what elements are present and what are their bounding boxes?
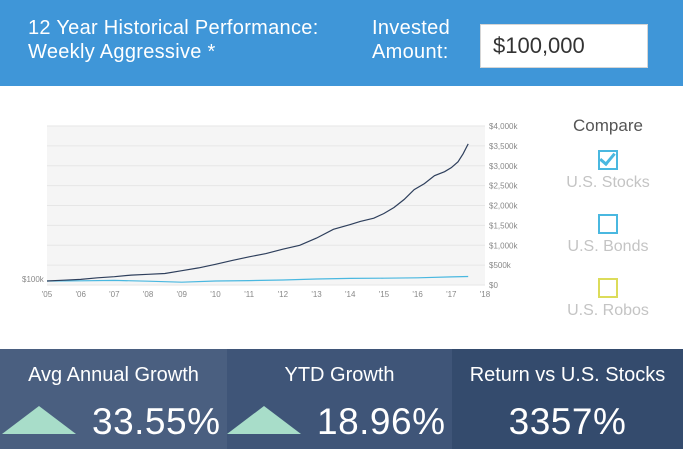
- x-tick-label: '18: [480, 290, 491, 299]
- check-icon: [599, 148, 616, 167]
- performance-chart: $0 $500k $1,000k $1,500k $2,000k $2,500k $3,00…: [22, 122, 518, 299]
- y-tick-label: $1,500k: [489, 221, 518, 230]
- header-bar: 12 Year Historical Performance: Weekly A…: [0, 0, 683, 86]
- x-tick-label: '11: [244, 290, 254, 299]
- stat-value-return-vs: 3357%: [508, 401, 627, 442]
- compare-title: Compare: [573, 116, 643, 135]
- y-axis-ticks: $0 $500k $1,000k $1,500k $2,000k $2,500k $3,00…: [489, 122, 518, 290]
- stat-avg-annual-growth: Avg Annual Growth 33.55%: [0, 349, 227, 449]
- y-tick-label: $4,000k: [489, 122, 518, 131]
- series-line-1: [46, 143, 469, 282]
- chart-panel: $0 $500k $1,000k $1,500k $2,000k $2,500k $3,00…: [0, 86, 683, 349]
- stat-value-avg-growth: 33.55%: [92, 401, 221, 442]
- checkbox-us-robos[interactable]: [598, 278, 618, 298]
- x-tick-label: '13: [311, 290, 322, 299]
- title-line-2: Weekly Aggressive *: [28, 41, 216, 63]
- compare-us-robos[interactable]: U.S. Robos: [540, 278, 676, 342]
- invested-line-1: Invested: [372, 17, 451, 39]
- y-tick-label: $0: [489, 281, 498, 290]
- x-tick-label: '07: [109, 290, 120, 299]
- x-tick-label: '16: [412, 290, 423, 299]
- x-tick-label: '10: [210, 290, 221, 299]
- compare-label-us-bonds: U.S. Bonds: [567, 238, 649, 255]
- x-tick-label: '15: [379, 290, 390, 299]
- checkbox-us-stocks[interactable]: [598, 148, 618, 170]
- x-tick-label: '17: [446, 290, 457, 299]
- stat-label-ytd-growth: YTD Growth: [284, 364, 395, 386]
- stat-return-vs-stocks: Return vs U.S. Stocks 3357%: [452, 349, 683, 449]
- y-tick-label: $3,000k: [489, 162, 518, 171]
- x-axis-ticks: '05 '06 '07 '08 '09 '10 '11 '12 '13 '14 '15 '16 '17 '…: [42, 290, 491, 299]
- y-tick-label: $2,500k: [489, 182, 518, 191]
- stat-ytd-growth: YTD Growth 18.96%: [227, 349, 452, 449]
- compare-label-us-stocks: U.S. Stocks: [566, 174, 650, 191]
- compare-label-us-robos: U.S. Robos: [567, 302, 649, 319]
- x-tick-label: '06: [75, 290, 86, 299]
- grid-lines: [47, 125, 485, 286]
- y-tick-label: $3,500k: [489, 142, 518, 151]
- up-arrow-icon: [227, 406, 301, 434]
- y-tick-label: $1,000k: [489, 241, 518, 250]
- x-tick-label: '05: [42, 290, 53, 299]
- y-tick-label: $2,000k: [489, 202, 518, 211]
- stat-label-return-vs: Return vs U.S. Stocks: [469, 364, 666, 386]
- x-tick-label: '08: [143, 290, 154, 299]
- series-line-0: [46, 275, 469, 283]
- x-tick-label: '12: [278, 290, 289, 299]
- compare-us-stocks[interactable]: U.S. Stocks: [540, 148, 676, 214]
- y-tick-label: $500k: [489, 261, 512, 270]
- x-tick-label: '09: [177, 290, 188, 299]
- stat-value-ytd-growth: 18.96%: [317, 401, 446, 442]
- series-group: [46, 143, 469, 283]
- title-line-1: 12 Year Historical Performance:: [28, 17, 319, 39]
- compare-panel: Compare U.S. Stocks U.S. Bonds U.S. Robo…: [540, 116, 676, 342]
- x-tick-label: '14: [345, 290, 356, 299]
- invested-line-2: Amount:: [372, 41, 449, 63]
- invested-amount-input[interactable]: [480, 24, 648, 68]
- start-value-label: $100k: [22, 275, 45, 284]
- checkbox-us-bonds[interactable]: [598, 214, 618, 234]
- stats-bar: Avg Annual Growth 33.55% YTD Growth 18.9…: [0, 349, 683, 449]
- stat-label-avg-growth: Avg Annual Growth: [28, 364, 199, 386]
- page-title: 12 Year Historical Performance: Weekly A…: [28, 16, 319, 64]
- compare-us-bonds[interactable]: U.S. Bonds: [540, 214, 676, 278]
- invested-amount-label: Invested Amount:: [372, 16, 450, 64]
- up-arrow-icon: [2, 406, 76, 434]
